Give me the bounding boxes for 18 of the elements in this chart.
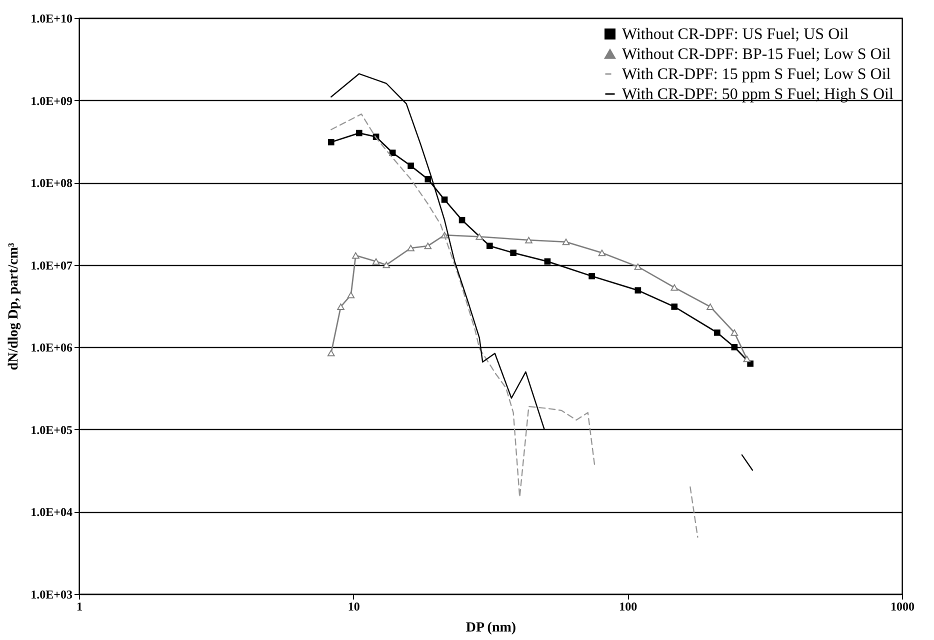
- y-tick-label: 1.0E+05: [30, 422, 72, 437]
- y-tick-label: 1.0E+07: [30, 258, 72, 272]
- legend-label: Without CR-DPF: BP-15 Fuel; Low S Oil: [622, 46, 892, 63]
- y-tick-label: 1.0E+03: [30, 588, 72, 602]
- y-tick-label: 1.0E+04: [30, 505, 72, 520]
- x-tick-label: 10: [348, 600, 360, 614]
- y-tick-label: 1.0E+06: [30, 340, 72, 355]
- x-tick-label: 100: [619, 600, 638, 614]
- legend-label: With CR-DPF: 50 ppm S Fuel; High S Oil: [622, 86, 894, 103]
- legend-label: Without CR-DPF: US Fuel; US Oil: [622, 26, 850, 43]
- y-tick-label: 1.0E+10: [30, 12, 72, 26]
- legend-label: With CR-DPF: 15 ppm S Fuel; Low S Oil: [622, 66, 892, 83]
- y-tick-label: 1.0E+08: [30, 176, 72, 190]
- y-axis-title: dN/dlog Dp, part/cm³: [6, 242, 22, 370]
- x-tick-label: 1000: [890, 600, 914, 614]
- x-axis-title: DP (nm): [466, 620, 516, 636]
- x-tick-label: 1: [76, 600, 82, 614]
- y-tick-label: 1.0E+09: [30, 94, 72, 108]
